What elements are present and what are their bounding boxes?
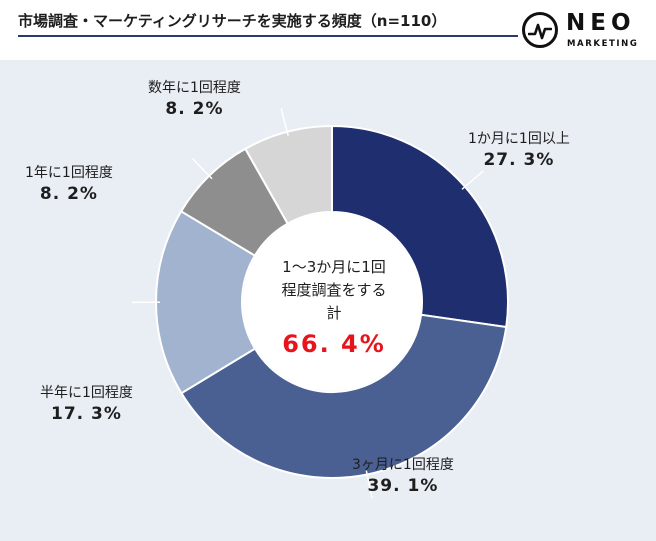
logo-subtitle: MARKETING	[567, 39, 639, 49]
slice-value: 8. 2%	[165, 99, 224, 119]
leader-line-yearly	[191, 158, 213, 180]
donut-slice-several-years	[243, 124, 333, 226]
slice-value: 17. 3%	[51, 404, 122, 424]
slice-label-half-year: 半年に1回程度 17. 3%	[40, 382, 133, 424]
center-line-1: 1～3か月に1回	[282, 258, 386, 276]
donut-slice-monthly	[331, 124, 509, 329]
chart-title: 市場調査・マーケティングリサーチを実施する頻度（n=110）	[18, 12, 447, 30]
leader-line-quarterly	[365, 470, 373, 499]
slice-value: 39. 1%	[367, 476, 439, 496]
center-line-2: 程度調査をする	[281, 281, 387, 299]
slice-category: 1か月に1回以上	[468, 131, 570, 147]
title-underline	[18, 35, 518, 37]
center-line-3: 計	[326, 304, 342, 322]
leader-lines	[131, 108, 484, 499]
slice-label-several-years: 数年に1回程度 8. 2%	[148, 77, 241, 119]
leader-line-several-years	[280, 108, 289, 136]
page-header: 市場調査・マーケティングリサーチを実施する頻度（n=110） NEO MARKE…	[0, 0, 656, 60]
donut-slice-quarterly	[180, 313, 508, 479]
slice-category: 3ヶ月に1回程度	[352, 457, 454, 473]
slice-category: 半年に1回程度	[40, 385, 133, 401]
slice-value: 8. 2%	[39, 184, 98, 204]
donut-slices	[155, 124, 509, 479]
slice-category: 数年に1回程度	[148, 80, 241, 96]
donut-hole	[243, 213, 421, 391]
slice-label-monthly: 1か月に1回以上 27. 3%	[468, 128, 570, 170]
slice-category: 1年に1回程度	[25, 165, 113, 181]
center-total: 66. 4%	[282, 330, 386, 358]
slice-value: 27. 3%	[483, 150, 555, 170]
center-annotation: 1～3か月に1回 程度調査をする 計 66. 4%	[268, 256, 400, 356]
logo-wordmark: NEO	[566, 10, 636, 36]
slice-label-yearly: 1年に1回程度 8. 2%	[25, 162, 113, 204]
leader-line-monthly	[461, 170, 484, 190]
donut-slice-half-year	[155, 209, 257, 395]
slice-label-quarterly: 3ヶ月に1回程度 39. 1%	[352, 454, 454, 496]
neo-marketing-logo: NEO MARKETING	[522, 6, 648, 54]
neo-logo-icon	[522, 12, 558, 48]
